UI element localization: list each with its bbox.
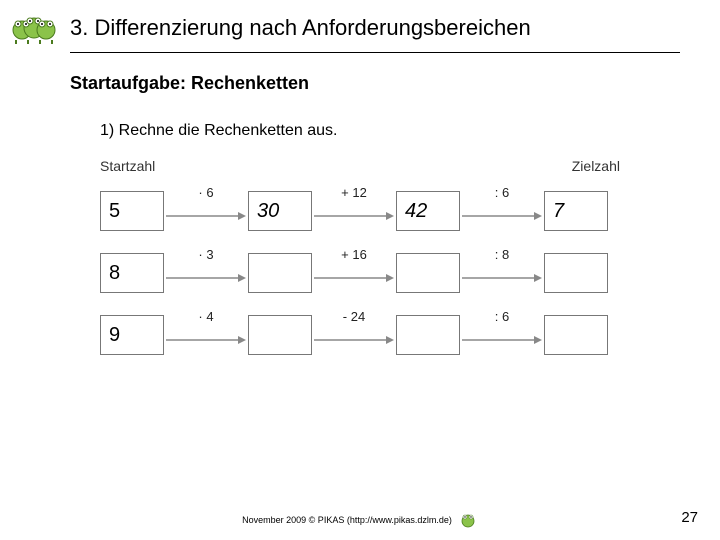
arrow-segment: + 16	[312, 253, 396, 293]
arrow-segment: + 12	[312, 191, 396, 231]
number-box	[396, 315, 460, 355]
number-box: 5	[100, 191, 164, 231]
operation-label: : 6	[495, 309, 509, 324]
chain-row: 9· 4- 24: 6	[100, 304, 720, 366]
subtitle: Startaufgabe: Rechenketten	[70, 73, 720, 94]
arrow-segment: · 3	[164, 253, 248, 293]
chain-row: 5· 630+ 1242: 67	[100, 180, 720, 242]
number-box: 7	[544, 191, 608, 231]
arrow-segment: : 6	[460, 191, 544, 231]
page-number: 27	[681, 509, 698, 526]
chain-container: 5· 630+ 1242: 678· 3+ 16: 89· 4- 24: 6	[100, 180, 720, 366]
arrow-segment: : 6	[460, 315, 544, 355]
operation-label: : 6	[495, 185, 509, 200]
start-label: Startzahl	[100, 158, 155, 174]
title-divider	[70, 52, 680, 53]
operation-label: : 8	[495, 247, 509, 262]
footer-text: November 2009 © PIKAS (http://www.pikas.…	[242, 515, 452, 525]
number-box	[544, 315, 608, 355]
number-box	[544, 253, 608, 293]
number-box	[248, 253, 312, 293]
number-box: 9	[100, 315, 164, 355]
arrow-segment: · 6	[164, 191, 248, 231]
page-title: 3. Differenzierung nach Anforderungsbere…	[70, 15, 531, 41]
operation-label: + 16	[341, 247, 367, 262]
arrow-segment: : 8	[460, 253, 544, 293]
frog-footer-icon	[458, 512, 478, 528]
operation-label: · 6	[198, 185, 213, 200]
operation-label: - 24	[343, 309, 365, 324]
number-box: 8	[100, 253, 164, 293]
frog-logo-icon	[10, 10, 58, 46]
arrow-segment: - 24	[312, 315, 396, 355]
operation-label: · 3	[198, 247, 213, 262]
target-label: Zielzahl	[572, 158, 620, 174]
arrow-segment: · 4	[164, 315, 248, 355]
number-box: 42	[396, 191, 460, 231]
chain-row: 8· 3+ 16: 8	[100, 242, 720, 304]
operation-label: · 4	[198, 309, 213, 324]
number-box	[396, 253, 460, 293]
operation-label: + 12	[341, 185, 367, 200]
number-box	[248, 315, 312, 355]
instruction-text: 1) Rechne die Rechenketten aus.	[100, 122, 720, 140]
footer: November 2009 © PIKAS (http://www.pikas.…	[0, 512, 720, 528]
number-box: 30	[248, 191, 312, 231]
